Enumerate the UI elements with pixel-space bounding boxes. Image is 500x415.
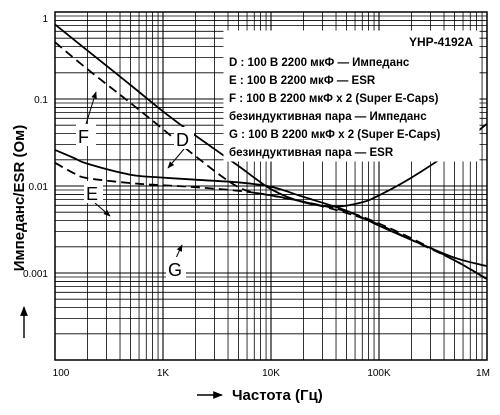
x-tick-label: 1K — [157, 368, 170, 379]
x-tick-label: 100K — [367, 368, 391, 379]
legend-line-1: D : 100 В 2200 мкФ — Импеданс — [229, 57, 410, 69]
plot-frame — [54, 11, 488, 361]
pointer-f — [85, 91, 97, 125]
series-g-line — [54, 162, 488, 280]
y-tick-label: 0.01 — [29, 182, 49, 193]
legend-line-2: E : 100 В 2200 мкФ — ESR — [229, 75, 376, 87]
pointer-d — [167, 148, 185, 169]
series-f-line — [54, 41, 488, 280]
x-tick-label: 100 — [53, 368, 70, 379]
y-axis-title: Импеданс/ESR (Ом) — [11, 125, 28, 271]
series-group — [54, 23, 488, 280]
series-d-line — [54, 23, 488, 208]
y-tick-label: 1 — [42, 14, 48, 25]
x-tick-label: 1M — [476, 368, 490, 379]
y-tick-label: 0.001 — [23, 269, 48, 280]
label-pointers — [85, 91, 185, 259]
legend-line-4: безиндуктивная пара — Импеданс — [229, 111, 427, 123]
x-tick-label: 10K — [262, 368, 280, 379]
legend-title: YHP-4192A — [409, 35, 473, 49]
curve-label-g: G — [168, 260, 182, 280]
legend-box — [223, 30, 480, 162]
curve-label-e: E — [86, 184, 98, 204]
legend-line-6: безиндуктивная пара — ESR — [229, 147, 394, 159]
pointer-e — [94, 202, 111, 217]
tick-labels: 100 1K 10K 100K 1M 1 0.1 0.01 0.001 — [23, 14, 490, 379]
curve-label-d: D — [176, 130, 189, 150]
y-tick-label: 0.1 — [34, 95, 48, 106]
legend-line-5: G : 100 В 2200 мкФ x 2 (Super E-Caps) — [229, 129, 441, 141]
legend-line-3: F : 100 В 2200 мкФ x 2 (Super E-Caps) — [229, 93, 439, 105]
legend: YHP-4192A D : 100 В 2200 мкФ — Импеданс … — [223, 30, 480, 162]
x-axis-title: Частота (Гц) — [232, 387, 323, 404]
curve-label-f: F — [78, 127, 89, 147]
pointer-g — [175, 244, 183, 259]
